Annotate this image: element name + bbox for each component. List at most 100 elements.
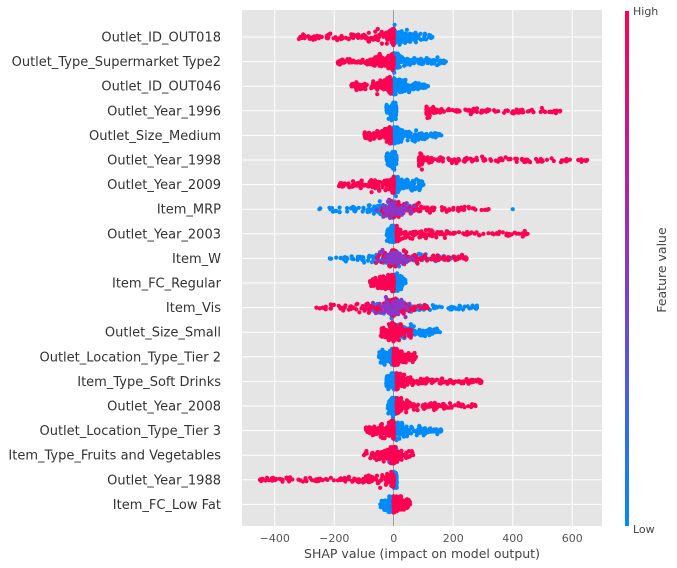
shap-point: [342, 255, 347, 260]
shap-point: [369, 59, 374, 64]
shap-point: [407, 62, 412, 67]
shap-point: [491, 232, 496, 237]
shap-point: [323, 307, 328, 312]
shap-point: [364, 302, 369, 307]
shap-point: [378, 333, 383, 338]
shap-point: [433, 304, 439, 309]
shap-point: [399, 81, 404, 86]
shap-point: [379, 358, 384, 363]
shap-point: [379, 286, 384, 291]
shap-point: [429, 231, 434, 236]
shap-point: [356, 35, 361, 41]
shap-point: [514, 156, 520, 161]
shap-point: [430, 34, 435, 40]
shap-point: [391, 42, 396, 48]
shap-point: [377, 51, 382, 56]
shap-point: [416, 231, 421, 236]
shap-point: [366, 203, 371, 208]
shap-point: [522, 159, 527, 165]
shap-point: [381, 325, 386, 330]
shap-point: [391, 330, 396, 335]
shap-point: [404, 27, 409, 32]
shap-point: [345, 182, 351, 187]
shap-point: [390, 281, 395, 286]
shap-point: [356, 205, 361, 210]
shap-point: [413, 37, 418, 42]
shap-point: [404, 31, 409, 36]
shap-point: [390, 62, 395, 67]
shap-point: [539, 105, 545, 111]
shap-point: [327, 256, 332, 261]
shap-point: [401, 248, 406, 253]
shap-point: [418, 31, 423, 36]
shap-point: [451, 205, 456, 210]
shap-point: [388, 136, 393, 141]
shap-point: [377, 180, 383, 185]
shap-point: [390, 185, 395, 190]
shap-point: [453, 230, 458, 235]
shap-point: [421, 182, 426, 187]
shap-point: [466, 206, 472, 211]
shap-point: [411, 84, 416, 89]
shap-point: [307, 35, 312, 40]
shap-point: [430, 208, 435, 213]
shap-point: [461, 231, 466, 236]
shap-point: [370, 82, 376, 87]
shap-point: [440, 159, 445, 164]
shap-point: [505, 108, 510, 113]
shap-point: [360, 209, 365, 214]
shap-point: [370, 133, 375, 139]
shap-point: [350, 33, 355, 38]
shap-point: [391, 181, 396, 186]
shap-point: [312, 34, 317, 39]
shap-point: [386, 88, 391, 94]
shap-point: [393, 116, 398, 122]
shap-point: [353, 183, 358, 188]
shap-point: [418, 306, 424, 311]
shap-point: [351, 58, 356, 63]
shap-point: [390, 149, 396, 154]
shap-point: [377, 280, 382, 285]
shap-point: [365, 258, 371, 263]
shap-point: [414, 260, 419, 265]
shap-point: [470, 303, 475, 308]
shap-point: [352, 205, 357, 210]
feature-row-points: [384, 100, 563, 123]
shap-point: [454, 109, 459, 114]
shap-point: [390, 67, 395, 73]
shap-point: [473, 207, 478, 212]
shap-point: [380, 133, 385, 139]
shap-point: [462, 156, 468, 161]
shap-point: [515, 108, 521, 113]
shap-point: [398, 137, 403, 143]
shap-point: [391, 26, 396, 32]
shap-point: [377, 188, 382, 193]
shap-point: [400, 85, 405, 90]
shap-point: [371, 279, 376, 284]
shap-point: [347, 57, 352, 62]
shap-point: [373, 36, 378, 41]
shap-point: [433, 330, 438, 335]
shap-point: [444, 231, 449, 236]
shap-point: [376, 38, 381, 43]
shap-point: [443, 59, 448, 64]
shap-point: [384, 106, 389, 111]
shap-point: [349, 83, 354, 88]
shap-point: [567, 157, 573, 162]
shap-point: [392, 22, 397, 27]
shap-point: [385, 30, 390, 35]
shap-point: [418, 56, 423, 62]
shap-point: [461, 207, 466, 212]
shap-point: [456, 157, 461, 162]
shap-point: [510, 207, 515, 212]
shap-point: [401, 185, 406, 190]
shap-point: [430, 58, 435, 63]
shap-point: [390, 320, 395, 325]
shap-point: [328, 306, 334, 311]
shap-point: [426, 227, 431, 232]
shap-point: [422, 253, 427, 258]
shap-point: [552, 108, 557, 113]
shap-point: [462, 304, 467, 309]
shap-point: [355, 85, 360, 90]
